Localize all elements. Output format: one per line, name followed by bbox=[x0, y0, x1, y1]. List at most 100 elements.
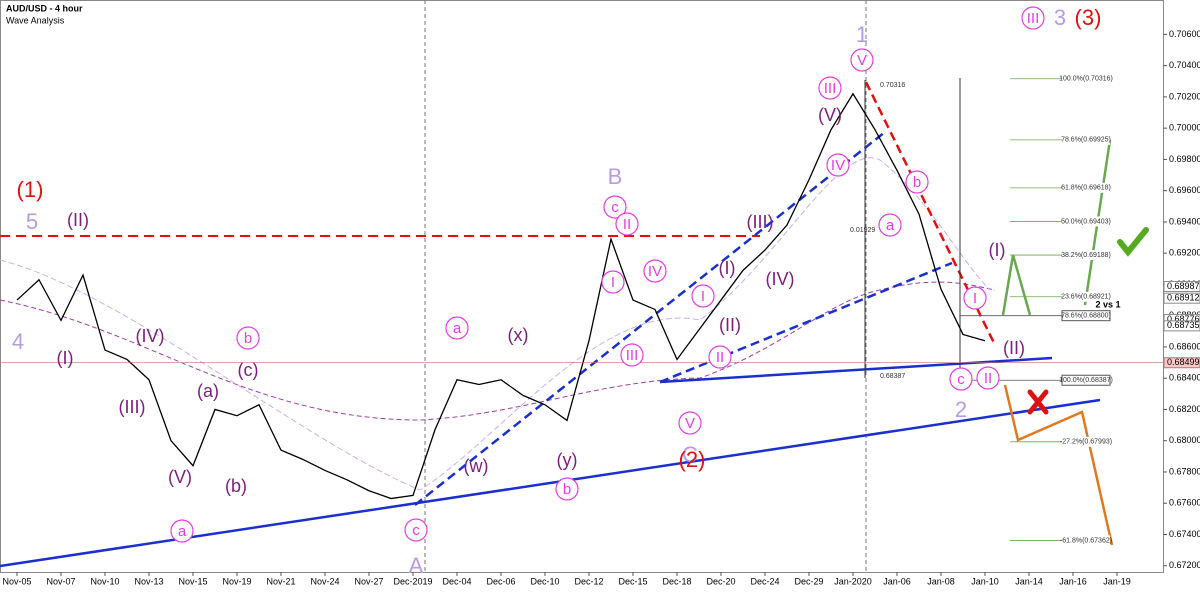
x-tick-label: Dec-15 bbox=[618, 576, 647, 586]
x-tick-label: Dec-06 bbox=[486, 576, 515, 586]
moving-average bbox=[0, 281, 996, 421]
fib-label-box bbox=[1061, 310, 1111, 322]
wave-label: II bbox=[623, 216, 631, 233]
x-tick-label: Dec-18 bbox=[662, 576, 691, 586]
x-tick-label: Nov-15 bbox=[178, 576, 207, 586]
fib-label-box bbox=[1062, 182, 1110, 193]
wave-circle bbox=[878, 213, 902, 237]
wave-label: (y) bbox=[557, 450, 578, 470]
x-tick-label: Jan-2020 bbox=[834, 576, 872, 586]
fib-label: 100.0%(0.68387) bbox=[1059, 377, 1113, 384]
y-tick-label: 0.67400 bbox=[1169, 529, 1200, 539]
measure-label: 0.01929 bbox=[850, 227, 875, 234]
fib-label: 100.0%(0.70316) bbox=[1059, 76, 1113, 83]
wave-circle bbox=[170, 519, 194, 543]
wave-circle bbox=[850, 48, 874, 72]
price-tag bbox=[1163, 280, 1200, 292]
fib-label: 38.2%(0.69188) bbox=[1061, 252, 1111, 259]
wave-label: (I) bbox=[989, 240, 1006, 260]
wave-label: (IV) bbox=[136, 326, 165, 346]
trend-line bbox=[659, 356, 1053, 384]
y-tick-label: 0.69800 bbox=[1169, 154, 1200, 164]
wave-circle bbox=[445, 316, 469, 340]
y-tick-label: 0.69600 bbox=[1169, 185, 1200, 195]
wave-label: I bbox=[611, 274, 615, 291]
fib-label-box bbox=[1062, 73, 1110, 84]
trend-line bbox=[659, 261, 953, 384]
y-tick-label: 0.68400 bbox=[1169, 373, 1200, 383]
wave-label: B bbox=[608, 164, 623, 189]
wave-label: (3) bbox=[1075, 5, 1102, 30]
current-price-tag bbox=[1163, 357, 1200, 369]
wave-label: (III) bbox=[119, 397, 146, 417]
y-tick-label: 0.70000 bbox=[1169, 123, 1200, 133]
wave-circle bbox=[615, 212, 639, 236]
wave-circle bbox=[601, 270, 625, 294]
wave-circle bbox=[603, 195, 627, 219]
wave-label: III bbox=[1027, 10, 1040, 27]
wave-circle bbox=[404, 518, 428, 542]
wave-label: a bbox=[453, 320, 462, 337]
wave-label: c bbox=[611, 199, 619, 216]
wave-circle bbox=[949, 367, 973, 391]
wave-label: (1) bbox=[17, 177, 44, 202]
wave-label: 5 bbox=[26, 209, 38, 234]
wave-circle bbox=[678, 411, 702, 435]
fib-label-box bbox=[1062, 216, 1110, 227]
fib-label: 78.6%(0.68800) bbox=[1061, 313, 1111, 320]
x-tick-label: Nov-13 bbox=[134, 576, 163, 586]
y-tick-label: 0.68200 bbox=[1169, 404, 1200, 414]
x-tick-label: Jan-14 bbox=[1015, 576, 1043, 586]
fib-label: 50.0%(0.69403) bbox=[1061, 218, 1111, 225]
wave-circle bbox=[818, 76, 842, 100]
x-tick-label: Nov-07 bbox=[46, 576, 75, 586]
cross-mark bbox=[1027, 389, 1049, 415]
x-tick-label: Nov-27 bbox=[354, 576, 383, 586]
x-tick-label: Jan-06 bbox=[883, 576, 911, 586]
y-tick-label: 0.67600 bbox=[1169, 498, 1200, 508]
fib-label: 61.8%(0.69618) bbox=[1061, 185, 1111, 192]
price-tag-label: 0.68987 bbox=[1167, 281, 1200, 291]
chart-title: AUD/USD - 4 hour bbox=[6, 3, 83, 13]
wave-label: (I) bbox=[57, 348, 74, 368]
current-price-label: 0.68499 bbox=[1167, 357, 1200, 367]
wave-label: 4 bbox=[12, 329, 24, 354]
x-tick-label: Dec-2019 bbox=[393, 576, 432, 586]
fib-label: 23.6%(0.68921) bbox=[1061, 294, 1111, 301]
wave-label: IV bbox=[648, 263, 662, 280]
y-tick-label: 0.70400 bbox=[1169, 60, 1200, 70]
wave-label: II bbox=[716, 349, 724, 366]
wave-label: (c) bbox=[238, 360, 259, 380]
wave-label: (V) bbox=[818, 105, 842, 125]
wave-label: (b) bbox=[225, 476, 247, 496]
wave-label: (IV) bbox=[766, 269, 795, 289]
wave-circle bbox=[643, 259, 667, 283]
wave-label: 3 bbox=[1054, 5, 1066, 30]
wave-label: (III) bbox=[747, 212, 774, 232]
x-tick-label: Nov-05 bbox=[2, 576, 31, 586]
y-tick-label: 0.69200 bbox=[1169, 248, 1200, 258]
fib-label-box bbox=[1062, 134, 1110, 145]
wave-label: (II) bbox=[719, 315, 741, 335]
wave-label: (x) bbox=[508, 325, 529, 345]
price-tag bbox=[1163, 320, 1200, 332]
measure-label: 0.68387 bbox=[880, 373, 905, 380]
fib-label: 78.6%(0.69925) bbox=[1061, 137, 1111, 144]
wave-circle bbox=[963, 286, 987, 310]
wave-label: a bbox=[886, 217, 895, 234]
wave-label: a bbox=[178, 523, 187, 540]
x-tick-label: Nov-10 bbox=[90, 576, 119, 586]
wave-label: (II) bbox=[67, 210, 89, 230]
wave-label: IV bbox=[831, 157, 845, 174]
x-tick-label: Nov-19 bbox=[222, 576, 251, 586]
price-tag-label: 0.68776 bbox=[1167, 314, 1200, 324]
fib-label-box bbox=[1062, 291, 1110, 302]
check-mark bbox=[1117, 227, 1149, 257]
fib-label-box bbox=[1061, 374, 1111, 386]
fib-label-box bbox=[1062, 250, 1110, 261]
wave-label: III bbox=[824, 80, 837, 97]
wave-circle bbox=[708, 345, 732, 369]
x-tick-label: Dec-12 bbox=[574, 576, 603, 586]
x-tick-label: Dec-10 bbox=[530, 576, 559, 586]
y-tick-label: 0.67200 bbox=[1169, 560, 1200, 570]
